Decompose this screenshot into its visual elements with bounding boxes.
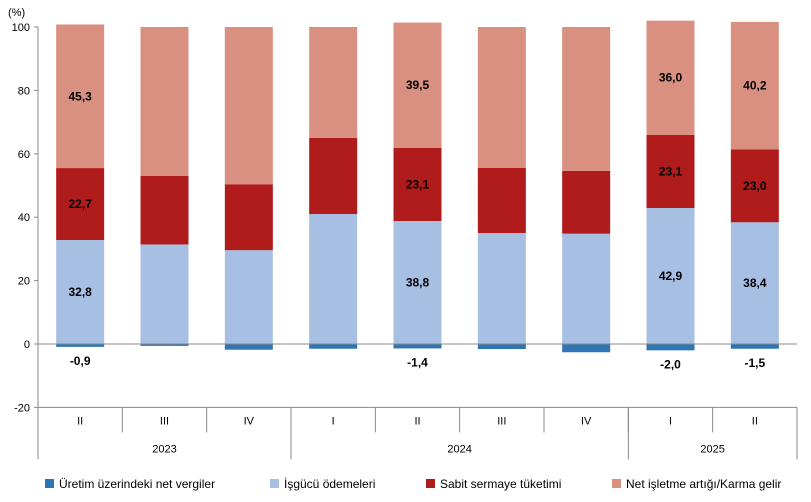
data-label: -2,0 [660,357,681,371]
data-label: 23,1 [659,164,683,178]
bar-segment [393,22,442,148]
bar-segment [730,149,779,223]
bar-segment [140,344,189,346]
x-tick-label: II [77,415,83,427]
data-label: 42,9 [659,269,683,283]
bar-segment [140,175,189,245]
bar-segment [730,21,779,150]
bar-segment [309,27,358,138]
y-tick-label: 80 [18,85,30,97]
bars [56,20,779,353]
x-tick-label: IV [244,415,255,427]
y-tick-label: 0 [24,339,30,351]
bar-segment [646,208,695,344]
bar-segment [646,134,695,209]
x-tick-label: I [332,415,335,427]
legend-swatch [426,479,435,488]
data-label: 45,3 [68,89,92,103]
bar-segment [477,167,526,234]
bar-segment [730,344,779,349]
data-label: 36,0 [659,71,683,85]
legend-label: Üretim üzerindeki net vergiler [59,477,215,491]
year-label: 2025 [700,443,724,455]
bar-segment [56,344,105,347]
bar-segment [562,233,611,344]
bar-segment [477,27,526,168]
x-tick-label: III [497,415,506,427]
bar-segment [224,184,273,251]
y-tick-label: 40 [18,212,30,224]
bar-segment [309,344,358,349]
bar-segment [730,222,779,344]
y-tick-label: -20 [14,402,30,414]
bar-segment [477,233,526,344]
x-tick-label: III [160,415,169,427]
legend-swatch [612,479,621,488]
bar-segment [562,27,611,171]
unit-label: (%) [8,7,25,19]
bar-segment [393,344,442,349]
bar-segment [224,250,273,344]
bar-segment [309,214,358,344]
legend-swatch [270,479,279,488]
x-tick-label: I [669,415,672,427]
bar-segment [562,344,611,353]
data-label: 38,4 [743,276,767,290]
legend: Üretim üzerindeki net vergiler İşgücü öde… [45,477,781,491]
bar-segment [477,344,526,350]
y-tick-label: 20 [18,276,30,288]
bar-segment [646,20,695,135]
data-labels: -0,9 -1,4 -2,0 -1,5 32,8 38,8 42,9 38,4 22,7 23,1… [68,71,766,372]
y-tick-label: 60 [18,149,30,161]
bar-segment [140,244,189,344]
bar-segment [224,27,273,185]
data-label: 39,5 [406,78,430,92]
data-label: 40,2 [743,79,767,93]
bar-segment [56,24,105,169]
y-axis: -20 0 20 40 60 80 100 [12,22,39,414]
data-label: 23,1 [406,177,430,191]
data-label: -1,4 [407,355,428,369]
data-label: 22,7 [68,197,92,211]
x-tick-label: II [752,415,758,427]
bar-segment [393,221,442,344]
data-label: -0,9 [70,354,91,368]
data-label: -1,5 [744,356,765,370]
year-label: 2024 [447,443,471,455]
x-tick-label: IV [581,415,592,427]
bar-segment [646,344,695,351]
bar-segment [224,344,273,350]
x-tick-label: II [414,415,420,427]
bar-segment [393,147,442,222]
bar-segment [562,170,611,234]
data-label: 32,8 [68,285,92,299]
legend-label: İşgücü ödemeleri [284,477,375,491]
legend-label: Net işletme artığı/Karma gelir [626,477,781,491]
bar-segment [309,137,358,215]
year-label: 2023 [152,443,176,455]
bar-segment [56,168,105,241]
data-label: 38,8 [406,276,430,290]
legend-swatch [45,479,54,488]
y-tick-label: 100 [12,22,30,34]
bar-segment [56,240,105,344]
bar-segment [140,27,189,176]
legend-label: Sabit sermaye tüketimi [440,477,561,491]
data-label: 23,0 [743,179,767,193]
